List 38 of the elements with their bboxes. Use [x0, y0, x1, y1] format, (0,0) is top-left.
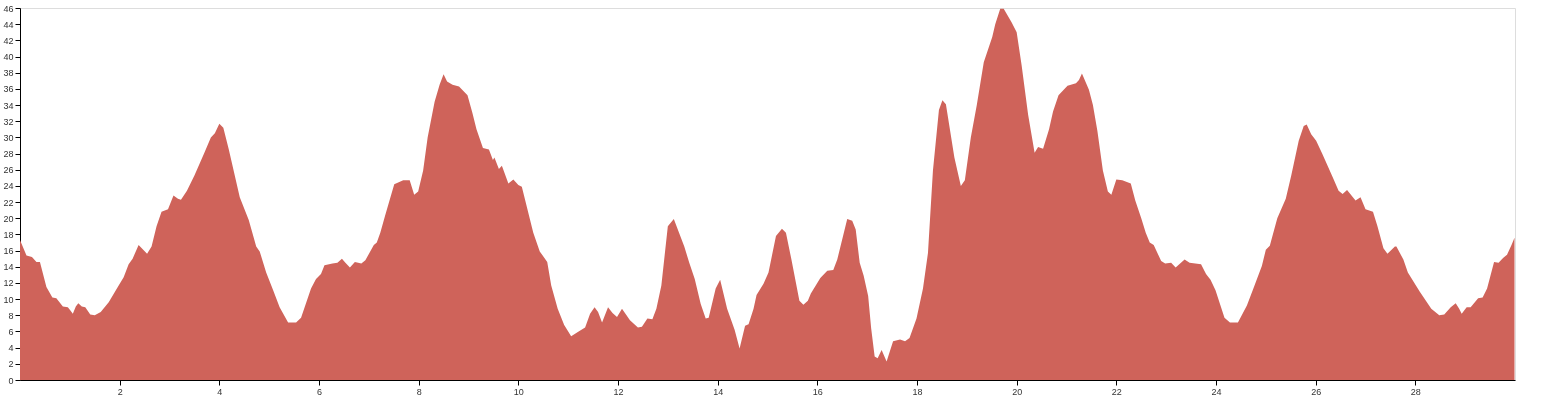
x-tick-label: 22: [1111, 386, 1122, 397]
x-tick-label: 10: [513, 386, 524, 397]
y-tick-label: 8: [8, 310, 14, 321]
x-tick-label: 26: [1311, 386, 1322, 397]
x-tick-label: 24: [1211, 386, 1222, 397]
x-tick-label: 18: [912, 386, 923, 397]
y-tick-label: 0: [8, 375, 14, 386]
y-tick-label: 20: [3, 213, 14, 224]
x-tick-label: 28: [1410, 386, 1421, 397]
y-tick-label: 12: [3, 278, 14, 289]
x-tick-label: 4: [217, 386, 223, 397]
x-tick-label: 8: [416, 386, 422, 397]
x-tick-label: 16: [812, 386, 823, 397]
x-tick-label: 14: [713, 386, 724, 397]
y-tick-label: 44: [3, 19, 14, 30]
y-tick-label: 40: [3, 52, 14, 63]
y-tick-label: 26: [3, 165, 14, 176]
y-tick-label: 16: [3, 246, 14, 257]
y-tick-label: 42: [3, 35, 14, 46]
y-tick-label: 30: [3, 132, 14, 143]
y-tick-label: 32: [3, 116, 14, 127]
y-tick-label: 4: [8, 343, 14, 354]
y-tick-label: 6: [8, 326, 14, 337]
y-tick-label: 46: [3, 3, 14, 14]
y-tick-label: 36: [3, 84, 14, 95]
x-tick-label: 6: [316, 386, 323, 397]
y-tick-label: 22: [3, 197, 14, 208]
y-tick-label: 24: [3, 181, 14, 192]
x-tick-label: 12: [613, 386, 624, 397]
y-tick-label: 14: [3, 262, 14, 273]
y-tick-label: 28: [3, 149, 14, 160]
y-tick-label: 10: [3, 294, 14, 305]
x-tick-label: 20: [1012, 386, 1023, 397]
y-tick-label: 38: [3, 68, 14, 79]
y-tick-label: 2: [8, 359, 14, 370]
y-tick-label: 18: [3, 229, 14, 240]
y-tick-label: 34: [3, 100, 14, 111]
x-tick-label: 2: [117, 386, 123, 397]
